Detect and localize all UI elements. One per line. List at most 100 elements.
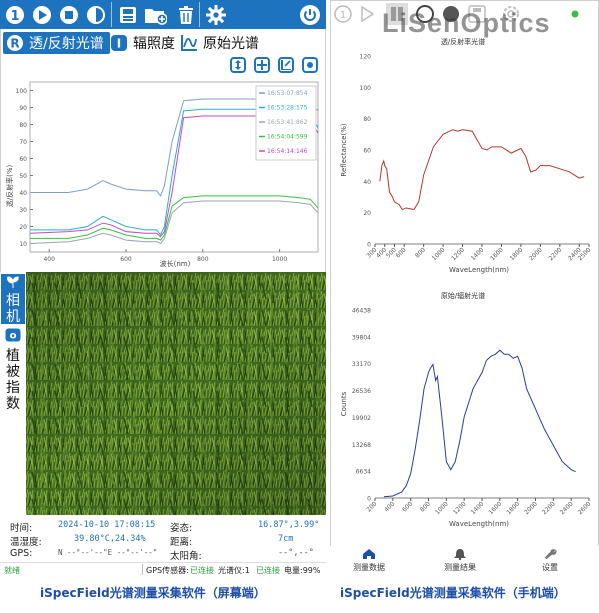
x-tick-label: 600 xyxy=(401,500,414,513)
x-tick-label: 1800 xyxy=(505,500,521,516)
desktop-spectrum-chart: 透/反射率(%) 波长(nm) 10 20 30 40 50 60 70 80 90 100 400… xyxy=(5,81,319,268)
svg-text:1: 1 xyxy=(340,10,346,21)
x-axis-label: 波长(nm) xyxy=(160,259,191,268)
status-ready: 就绪 xyxy=(4,566,20,575)
pose-label: 姿态: xyxy=(170,523,193,534)
svg-text:R: R xyxy=(10,37,19,51)
x-tick-label: 2400 xyxy=(559,500,575,516)
mode-tabs: R 透/反射光谱 I 辐照度 原始光谱 xyxy=(0,30,326,56)
distance-label: 距离: xyxy=(170,537,193,548)
x-tick-label: 1200 xyxy=(452,500,468,516)
y-tick-label: 26536 xyxy=(352,388,371,395)
nav-measurement-results[interactable]: 测量结果 xyxy=(435,548,485,573)
toolbar-divider xyxy=(111,2,112,27)
curve-chart-icon xyxy=(180,34,198,52)
svg-text:I: I xyxy=(117,37,121,51)
y-tick-label: 70 xyxy=(19,139,27,146)
status-gps-label: GPS传感器: xyxy=(146,566,189,575)
desktop-toolbar: 1 xyxy=(0,0,326,29)
side-tabs: 相机 o 植被指数 xyxy=(0,272,26,520)
tab-raw-spectrum[interactable]: 原始光谱 xyxy=(180,32,259,54)
x-tick-label: 800 xyxy=(414,246,427,259)
tab-camera-label: 相机 xyxy=(6,293,20,325)
nav-measurement-results-label: 测量结果 xyxy=(444,563,476,572)
x-tick-label: 1800 xyxy=(509,246,525,262)
fit-horizontal-icon[interactable] xyxy=(278,57,294,73)
step-glyph: 1 xyxy=(10,9,19,24)
y-tick-label: 60 xyxy=(19,156,27,163)
save-icon[interactable] xyxy=(116,3,139,26)
toolbar-divider xyxy=(199,2,200,27)
y-tick-label: 40 xyxy=(19,190,27,197)
nav-settings[interactable]: 设置 xyxy=(525,548,575,573)
o-badge-icon: o xyxy=(5,328,21,342)
status-divider xyxy=(142,564,143,575)
x-tick-label: 600 xyxy=(395,246,408,259)
y-tick-label: 100 xyxy=(16,88,28,95)
step-icon[interactable]: 1 xyxy=(3,3,26,26)
y-tick-label: 33170 xyxy=(352,361,371,368)
y-tick-label: 46438 xyxy=(352,308,371,315)
x-tick-label: 800 xyxy=(419,500,432,513)
circle-icon[interactable] xyxy=(416,5,434,23)
zoom-target-icon[interactable] xyxy=(302,57,318,73)
caption-desktop: iSpecField光谱测量采集软件（屏幕端） xyxy=(40,586,266,600)
x-tick-label: 1200 xyxy=(450,246,466,262)
x-tick-label: 600 xyxy=(120,256,132,263)
step-icon[interactable]: 1 xyxy=(334,5,352,23)
status-battery: 电量:99% xyxy=(284,566,321,575)
gear-icon[interactable] xyxy=(204,3,227,26)
status-spectrometer-state: 已连接 xyxy=(256,566,280,575)
temp-humidity-value: 39.80°C,24.34% xyxy=(74,534,146,544)
half-circle-icon[interactable] xyxy=(442,5,460,23)
layout-icon[interactable] xyxy=(386,3,408,25)
power-icon[interactable] xyxy=(298,3,321,26)
pan-icon[interactable] xyxy=(254,57,270,73)
stop-icon[interactable] xyxy=(57,3,80,26)
series-line xyxy=(383,349,576,498)
x-tick-label: 1000 xyxy=(272,256,287,263)
status-dot-icon xyxy=(571,10,579,18)
x-tick-label: 1600 xyxy=(487,500,503,516)
y-tick-label: 19902 xyxy=(352,415,371,422)
temp-humidity-label: 温湿度: xyxy=(10,537,42,548)
sun-angle-value: --°,--° xyxy=(278,548,314,558)
play-icon[interactable] xyxy=(360,6,374,22)
gear-icon[interactable] xyxy=(502,5,520,23)
legend-box xyxy=(255,85,317,161)
sun-angle-label: 太阳角: xyxy=(170,551,202,562)
y-tick-label: 0 xyxy=(367,496,371,503)
leaf-icon xyxy=(7,276,19,288)
pose-value: 16.87°,3.99° xyxy=(258,520,320,530)
y-tick-label: 100 xyxy=(360,85,372,92)
legend-label: 16:54:14:146 xyxy=(267,148,308,155)
series-line xyxy=(29,200,319,245)
trash-icon[interactable] xyxy=(174,3,197,26)
home-icon xyxy=(363,549,375,559)
tab-camera[interactable]: 相机 xyxy=(1,274,25,325)
legend-label: 16:54:04:599 xyxy=(267,134,308,141)
y-axis-label: Reflectance(%) xyxy=(340,123,348,176)
play-icon[interactable] xyxy=(30,3,53,26)
y-tick-label: 40 xyxy=(363,179,371,186)
tab-reflectance[interactable]: R 透/反射光谱 xyxy=(3,32,110,54)
y-tick-label: 20 xyxy=(19,224,27,231)
series-line xyxy=(30,195,319,241)
x-tick-label: 1600 xyxy=(489,246,505,262)
add-folder-icon[interactable] xyxy=(144,3,167,26)
fit-vertical-icon[interactable] xyxy=(230,57,246,73)
save-icon[interactable] xyxy=(468,5,486,23)
y-axis-label: Counts xyxy=(340,391,348,416)
x-tick-label: 2200 xyxy=(541,500,557,516)
y-tick-label: 13268 xyxy=(352,442,371,449)
tab-irradiance[interactable]: I 辐照度 xyxy=(110,32,175,54)
x-tick-label: 2600 xyxy=(577,500,593,516)
r-badge-icon: R xyxy=(6,34,24,52)
plot-frame xyxy=(29,81,319,253)
time-label: 时间: xyxy=(10,523,33,534)
tab-vegetation-index[interactable]: o 植被指数 xyxy=(1,328,25,412)
half-circle-icon[interactable] xyxy=(84,3,107,26)
x-tick-label: 1000 xyxy=(434,500,450,516)
y-tick-label: 0 xyxy=(367,242,371,249)
nav-measurement-data[interactable]: 测量数据 xyxy=(344,548,394,573)
